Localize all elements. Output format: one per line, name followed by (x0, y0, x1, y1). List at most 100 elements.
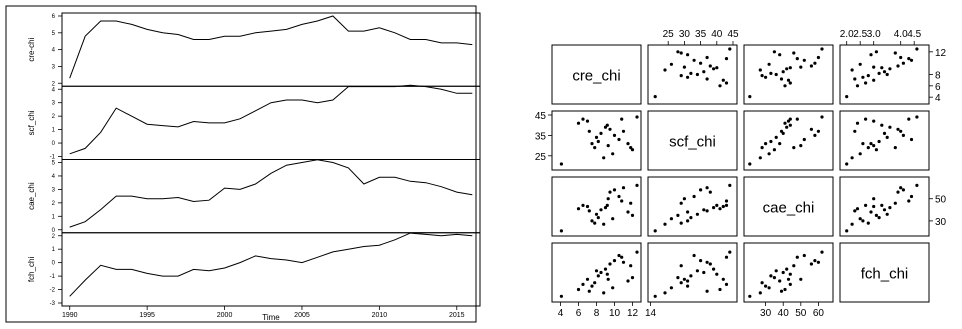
scatter-point-scf_chi-vs-cae_chi (785, 125, 789, 129)
scatter-point-cre_chi-vs-scf_chi (721, 78, 725, 82)
scatter-point-scf_chi-vs-cre_chi (608, 127, 612, 131)
matrix-cell (551, 242, 642, 303)
scatter-point-scf_chi-vs-fch_chi (909, 137, 914, 142)
scatter-point-cre_chi-vs-scf_chi (724, 57, 729, 61)
scatter-point-fch_chi-vs-cae_chi (764, 284, 768, 288)
scatter-point-fch_chi-vs-scf_chi (686, 279, 690, 283)
scatter-point-scf_chi-vs-cae_chi (809, 127, 813, 131)
y-tick-label-cae_chi: 0 (52, 228, 56, 234)
scatter-point-cae_chi-vs-scf_chi (663, 222, 667, 226)
scatter-point-fch_chi-vs-scf_chi (718, 287, 722, 292)
scatter-point-cae_chi-vs-fch_chi (850, 222, 854, 226)
series-label-cre-chi: cre-chi (27, 37, 36, 61)
scatter-point-cae_chi-vs-fch_chi (877, 216, 881, 220)
bottom-tick-label-cae_chi: 40 (778, 308, 790, 319)
matrix-cell (743, 176, 834, 237)
scatter-point-cae_chi-vs-cre_chi (630, 213, 635, 217)
y-tick-label-cre-chi: 6 (52, 14, 56, 20)
scatter-point-scf_chi-vs-cae_chi (758, 156, 762, 160)
scatter-point-cae_chi-vs-cre_chi (590, 219, 594, 223)
scatter-point-fch_chi-vs-cae_chi (809, 262, 813, 266)
scatter-point-cre_chi-vs-cae_chi (778, 53, 782, 57)
scatter-point-scf_chi-vs-fch_chi (915, 115, 919, 119)
x-tick-label: 2010 (372, 312, 388, 319)
scatter-point-cae_chi-vs-fch_chi (866, 221, 870, 225)
scatter-point-cre_chi-vs-scf_chi (702, 70, 706, 74)
scatter-point-fch_chi-vs-scf_chi (669, 286, 673, 290)
scatter-point-cre_chi-vs-scf_chi (679, 51, 683, 55)
matrix-cell (551, 44, 642, 105)
scatter-point-cae_chi-vs-scf_chi (686, 219, 690, 223)
scatter-point-scf_chi-vs-fch_chi (861, 142, 865, 146)
scatter-point-cre_chi-vs-fch_chi (885, 72, 889, 77)
y-tick-label-scf_chi: 1 (52, 128, 56, 134)
scatter-point-cae_chi-vs-fch_chi (901, 188, 905, 192)
right-tick-label-cae_chi: 30 (935, 217, 947, 228)
scatter-point-cae_chi-vs-scf_chi (679, 221, 683, 225)
scatter-point-fch_chi-vs-scf_chi (689, 274, 693, 278)
right-tick-label-cae_chi: 50 (935, 195, 947, 206)
scatter-point-cre_chi-vs-cae_chi (785, 67, 789, 71)
scatter-point-scf_chi-vs-cae_chi (792, 146, 796, 150)
scatter-point-fch_chi-vs-cae_chi (785, 267, 789, 271)
left-tick-label-scf_chi: 25 (535, 152, 547, 163)
chart-border (5, 5, 477, 323)
bottom-tick-label-cre_chi: 14 (645, 308, 657, 319)
scatter-point-cre_chi-vs-scf_chi (692, 58, 696, 62)
scatter-point-cre_chi-vs-cae_chi (748, 95, 752, 99)
scatter-point-scf_chi-vs-cre_chi (593, 146, 597, 150)
y-tick-label-cae_chi: 4 (52, 174, 56, 180)
y-tick-label-fch_chi: 2 (52, 234, 56, 240)
scatter-point-scf_chi-vs-fch_chi (866, 146, 870, 150)
scatter-point-cre_chi-vs-fch_chi (866, 74, 870, 78)
scatter-point-scf_chi-vs-cae_chi (783, 121, 787, 125)
scatter-point-scf_chi-vs-fch_chi (907, 117, 911, 121)
scatter-point-scf_chi-vs-cre_chi (581, 117, 585, 121)
scatter-point-scf_chi-vs-cre_chi (596, 139, 600, 144)
scatter-point-fch_chi-vs-scf_chi (682, 277, 686, 281)
scatter-point-fch_chi-vs-scf_chi (715, 272, 719, 276)
scatter-point-scf_chi-vs-cre_chi (635, 115, 639, 119)
scatter-point-scf_chi-vs-fch_chi (885, 135, 889, 139)
scatter-point-cre_chi-vs-scf_chi (712, 67, 716, 71)
scatter-point-cre_chi-vs-cae_chi (792, 51, 796, 55)
series-line-fch_chi (69, 232, 473, 297)
scatter-point-fch_chi-vs-cae_chi (774, 269, 778, 273)
matrix-cell (839, 44, 930, 105)
scatter-point-fch_chi-vs-cae_chi (802, 253, 806, 258)
scatter-point-cae_chi-vs-fch_chi (907, 199, 911, 203)
y-tick-label-cae_chi: 5 (52, 161, 56, 167)
scatter-point-fch_chi-vs-scf_chi (686, 284, 690, 288)
scatter-point-scf_chi-vs-fch_chi (864, 117, 868, 121)
scatter-point-fch_chi-vs-cae_chi (816, 260, 820, 264)
scatter-point-cre_chi-vs-scf_chi (699, 61, 703, 65)
scatter-point-cre_chi-vs-cae_chi (795, 57, 799, 61)
scatter-point-cre_chi-vs-fch_chi (888, 67, 892, 71)
scatter-point-fch_chi-vs-cre_chi (620, 255, 624, 259)
scatter-point-fch_chi-vs-cae_chi (813, 259, 817, 263)
y-tick-label-scf_chi: 0 (52, 141, 56, 147)
scatter-point-cae_chi-vs-cre_chi (599, 208, 603, 212)
scatter-point-scf_chi-vs-cre_chi (611, 152, 615, 156)
scatter-point-cae_chi-vs-scf_chi (724, 203, 729, 207)
scatter-point-cre_chi-vs-cae_chi (767, 62, 771, 66)
scatter-point-cae_chi-vs-cre_chi (620, 199, 624, 203)
scatter-point-cae_chi-vs-fch_chi (899, 186, 903, 190)
scatter-point-cae_chi-vs-cre_chi (587, 209, 591, 213)
scatter-point-cre_chi-vs-cae_chi (758, 68, 762, 72)
scatter-point-fch_chi-vs-scf_chi (708, 262, 712, 266)
scatter-point-scf_chi-vs-cae_chi (772, 148, 776, 152)
time-series-chart: 2 3 4 5 6 cre-chi -1 0 1 2 3 4 scf_chi 0 1 2 3 4 5 cae_chi -… (5, 5, 481, 323)
scatter-point-scf_chi-vs-fch_chi (901, 133, 905, 137)
scatter-point-cre_chi-vs-fch_chi (915, 47, 919, 51)
y-tick-label-scf_chi: -1 (50, 155, 56, 161)
scatter-point-fch_chi-vs-cre_chi (626, 279, 630, 283)
scatter-point-cre_chi-vs-cae_chi (760, 74, 764, 78)
y-tick-label-scf_chi: 2 (52, 114, 56, 120)
scatter-point-cre_chi-vs-scf_chi (676, 50, 680, 54)
scatter-point-fch_chi-vs-scf_chi (721, 277, 725, 281)
top-tick-label-scf_chi: 45 (727, 29, 739, 40)
scatter-point-cre_chi-vs-cae_chi (816, 55, 820, 60)
scatter-point-cre_chi-vs-fch_chi (882, 70, 887, 74)
scatterplot-matrix-panel: cre_chi scf_chi cae_chi fch_chi 25 30 35 40 45 2.… (516, 0, 962, 324)
